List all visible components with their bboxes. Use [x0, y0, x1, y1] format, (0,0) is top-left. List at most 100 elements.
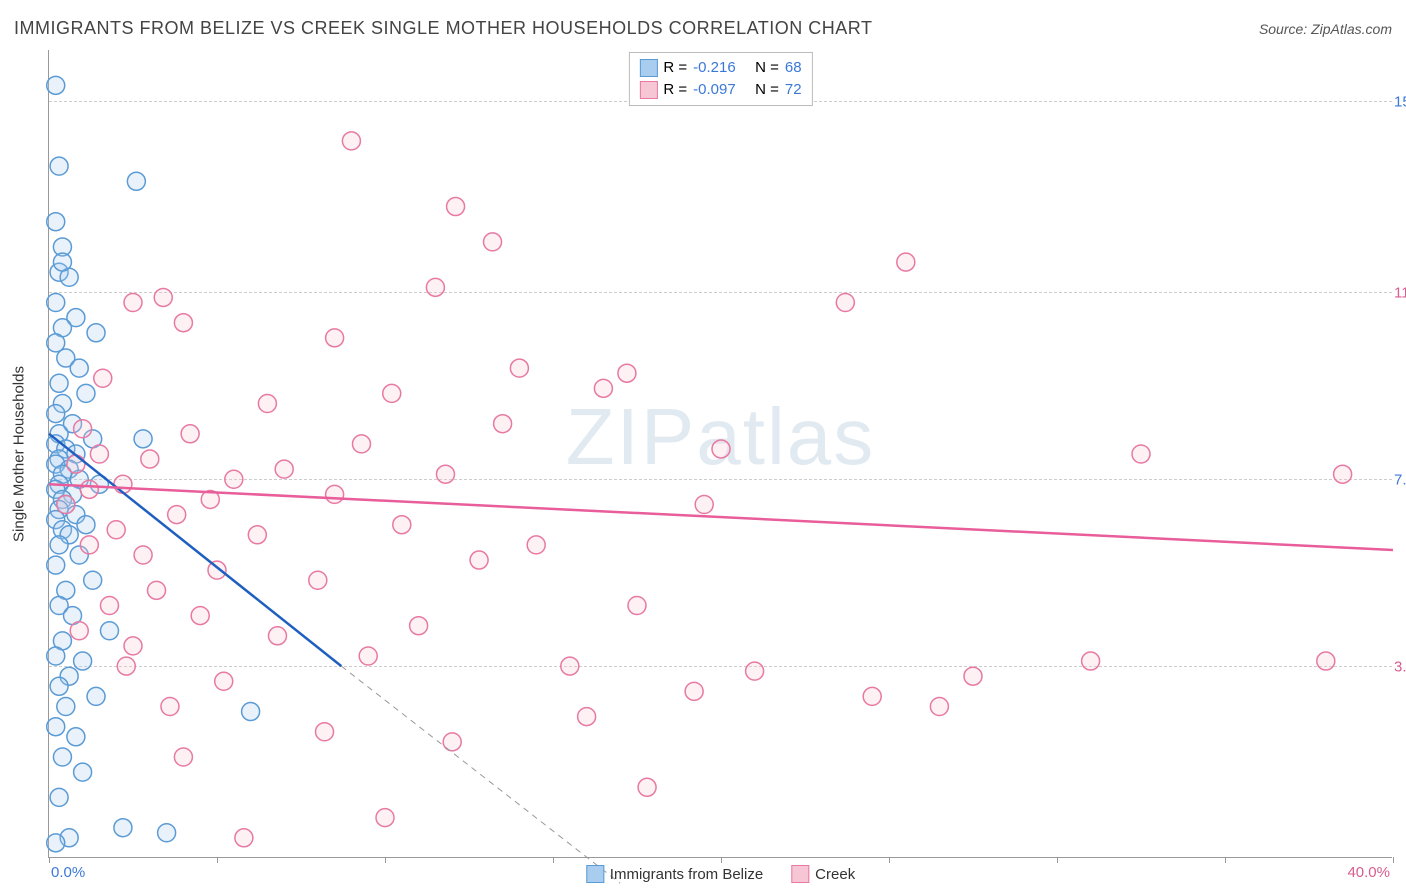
data-point: [87, 687, 105, 705]
legend-swatch-0: [639, 59, 657, 77]
data-point: [53, 253, 71, 271]
data-point: [74, 763, 92, 781]
data-point: [712, 440, 730, 458]
data-point: [484, 233, 502, 251]
data-point: [87, 324, 105, 342]
data-point: [77, 516, 95, 534]
data-point: [181, 425, 199, 443]
data-point: [107, 521, 125, 539]
legend-stats-row-0: R = -0.216 N = 68: [639, 57, 801, 79]
data-point: [57, 698, 75, 716]
data-point: [638, 778, 656, 796]
data-point: [50, 536, 68, 554]
legend-label-1: Creek: [815, 866, 855, 883]
data-point: [47, 647, 65, 665]
data-point: [50, 157, 68, 175]
data-point: [527, 536, 545, 554]
data-point: [100, 622, 118, 640]
data-point: [225, 470, 243, 488]
data-point: [70, 622, 88, 640]
n-prefix-1: N =: [755, 79, 779, 101]
y-axis-title: Single Mother Households: [11, 366, 28, 542]
data-point: [685, 682, 703, 700]
data-point: [376, 809, 394, 827]
data-point: [1334, 465, 1352, 483]
data-point: [1132, 445, 1150, 463]
data-point: [326, 485, 344, 503]
y-tick-label: 15.0%: [1394, 93, 1406, 110]
data-point: [80, 536, 98, 554]
data-point: [127, 172, 145, 190]
data-point: [494, 415, 512, 433]
data-point: [410, 617, 428, 635]
data-point: [447, 198, 465, 216]
legend-stats-row-1: R = -0.097 N = 72: [639, 79, 801, 101]
trend-line-dashed: [341, 666, 620, 883]
data-point: [53, 748, 71, 766]
data-point: [470, 551, 488, 569]
data-point: [174, 314, 192, 332]
data-point: [90, 445, 108, 463]
data-point: [80, 480, 98, 498]
data-point: [154, 288, 172, 306]
data-point: [258, 395, 276, 413]
data-point: [50, 374, 68, 392]
data-point: [383, 384, 401, 402]
legend-series: Immigrants from Belize Creek: [586, 865, 855, 883]
data-point: [148, 581, 166, 599]
data-point: [134, 546, 152, 564]
data-point: [47, 834, 65, 852]
data-point: [158, 824, 176, 842]
data-point: [100, 597, 118, 615]
data-point: [326, 329, 344, 347]
n-prefix-0: N =: [755, 57, 779, 79]
data-point: [191, 607, 209, 625]
source-label: Source: ZipAtlas.com: [1259, 21, 1392, 37]
legend-item-1: Creek: [791, 865, 855, 883]
data-point: [114, 475, 132, 493]
legend-bottom-swatch-1: [791, 865, 809, 883]
data-point: [268, 627, 286, 645]
data-point: [47, 718, 65, 736]
data-point: [47, 405, 65, 423]
data-point: [594, 379, 612, 397]
data-point: [242, 703, 260, 721]
data-point: [1317, 652, 1335, 670]
data-point: [436, 465, 454, 483]
data-point: [309, 571, 327, 589]
data-point: [50, 788, 68, 806]
data-point: [124, 637, 142, 655]
scatter-plot: [49, 50, 1392, 857]
data-point: [141, 450, 159, 468]
data-point: [342, 132, 360, 150]
r-value-1: -0.097: [693, 79, 749, 101]
data-point: [561, 657, 579, 675]
data-point: [235, 829, 253, 847]
data-point: [393, 516, 411, 534]
legend-bottom-swatch-0: [586, 865, 604, 883]
data-point: [964, 667, 982, 685]
data-point: [74, 652, 92, 670]
data-point: [352, 435, 370, 453]
data-point: [316, 723, 334, 741]
n-value-0: 68: [785, 57, 802, 79]
chart-title: IMMIGRANTS FROM BELIZE VS CREEK SINGLE M…: [14, 18, 872, 39]
data-point: [174, 748, 192, 766]
y-tick-label: 7.5%: [1394, 472, 1406, 489]
data-point: [77, 384, 95, 402]
data-point: [124, 294, 142, 312]
x-axis-min-label: 0.0%: [51, 864, 85, 881]
data-point: [67, 455, 85, 473]
legend-item-0: Immigrants from Belize: [586, 865, 763, 883]
data-point: [161, 698, 179, 716]
data-point: [84, 571, 102, 589]
data-point: [510, 359, 528, 377]
data-point: [134, 430, 152, 448]
data-point: [117, 657, 135, 675]
data-point: [1082, 652, 1100, 670]
data-point: [57, 496, 75, 514]
data-point: [897, 253, 915, 271]
data-point: [930, 698, 948, 716]
r-value-0: -0.216: [693, 57, 749, 79]
data-point: [275, 460, 293, 478]
